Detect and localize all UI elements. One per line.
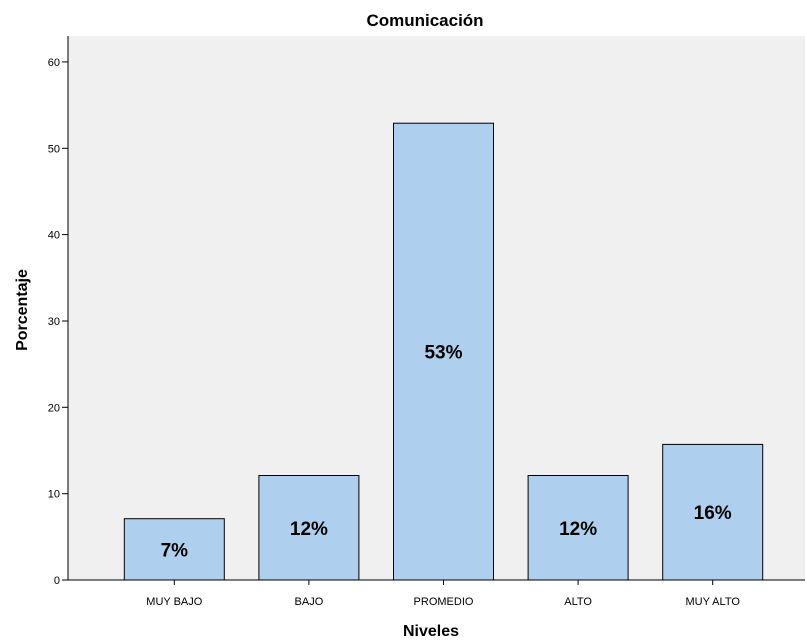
y-tick-label: 30 xyxy=(48,316,60,328)
data-label: 7% xyxy=(161,540,189,561)
y-tick-label: 40 xyxy=(48,230,60,242)
bar-bajo xyxy=(258,475,360,581)
bar-promedio xyxy=(393,122,494,581)
x-tick-label: MUY ALTO xyxy=(685,596,740,608)
data-label: 16% xyxy=(694,503,732,524)
y-tick-label: 50 xyxy=(48,143,60,155)
y-axis-title: Porcentaje xyxy=(14,269,31,351)
y-tick-label: 20 xyxy=(48,402,60,414)
x-tick-label: PROMEDIO xyxy=(414,596,474,608)
chart-title: Comunicación xyxy=(366,11,483,30)
data-label: 12% xyxy=(559,519,597,540)
bar-muy-bajo xyxy=(123,518,225,581)
x-tick-label: ALTO xyxy=(564,596,592,608)
x-tick-label: BAJO xyxy=(295,596,324,608)
data-label: 53% xyxy=(424,343,462,364)
y-tick-label: 10 xyxy=(48,489,60,501)
bar-alto xyxy=(527,475,629,581)
x-tick-label: MUY BAJO xyxy=(146,596,202,608)
y-tick-label: 60 xyxy=(48,57,60,69)
data-label: 12% xyxy=(290,519,328,540)
y-tick-label: 0 xyxy=(54,575,60,587)
x-axis-title: Niveles xyxy=(403,623,459,640)
